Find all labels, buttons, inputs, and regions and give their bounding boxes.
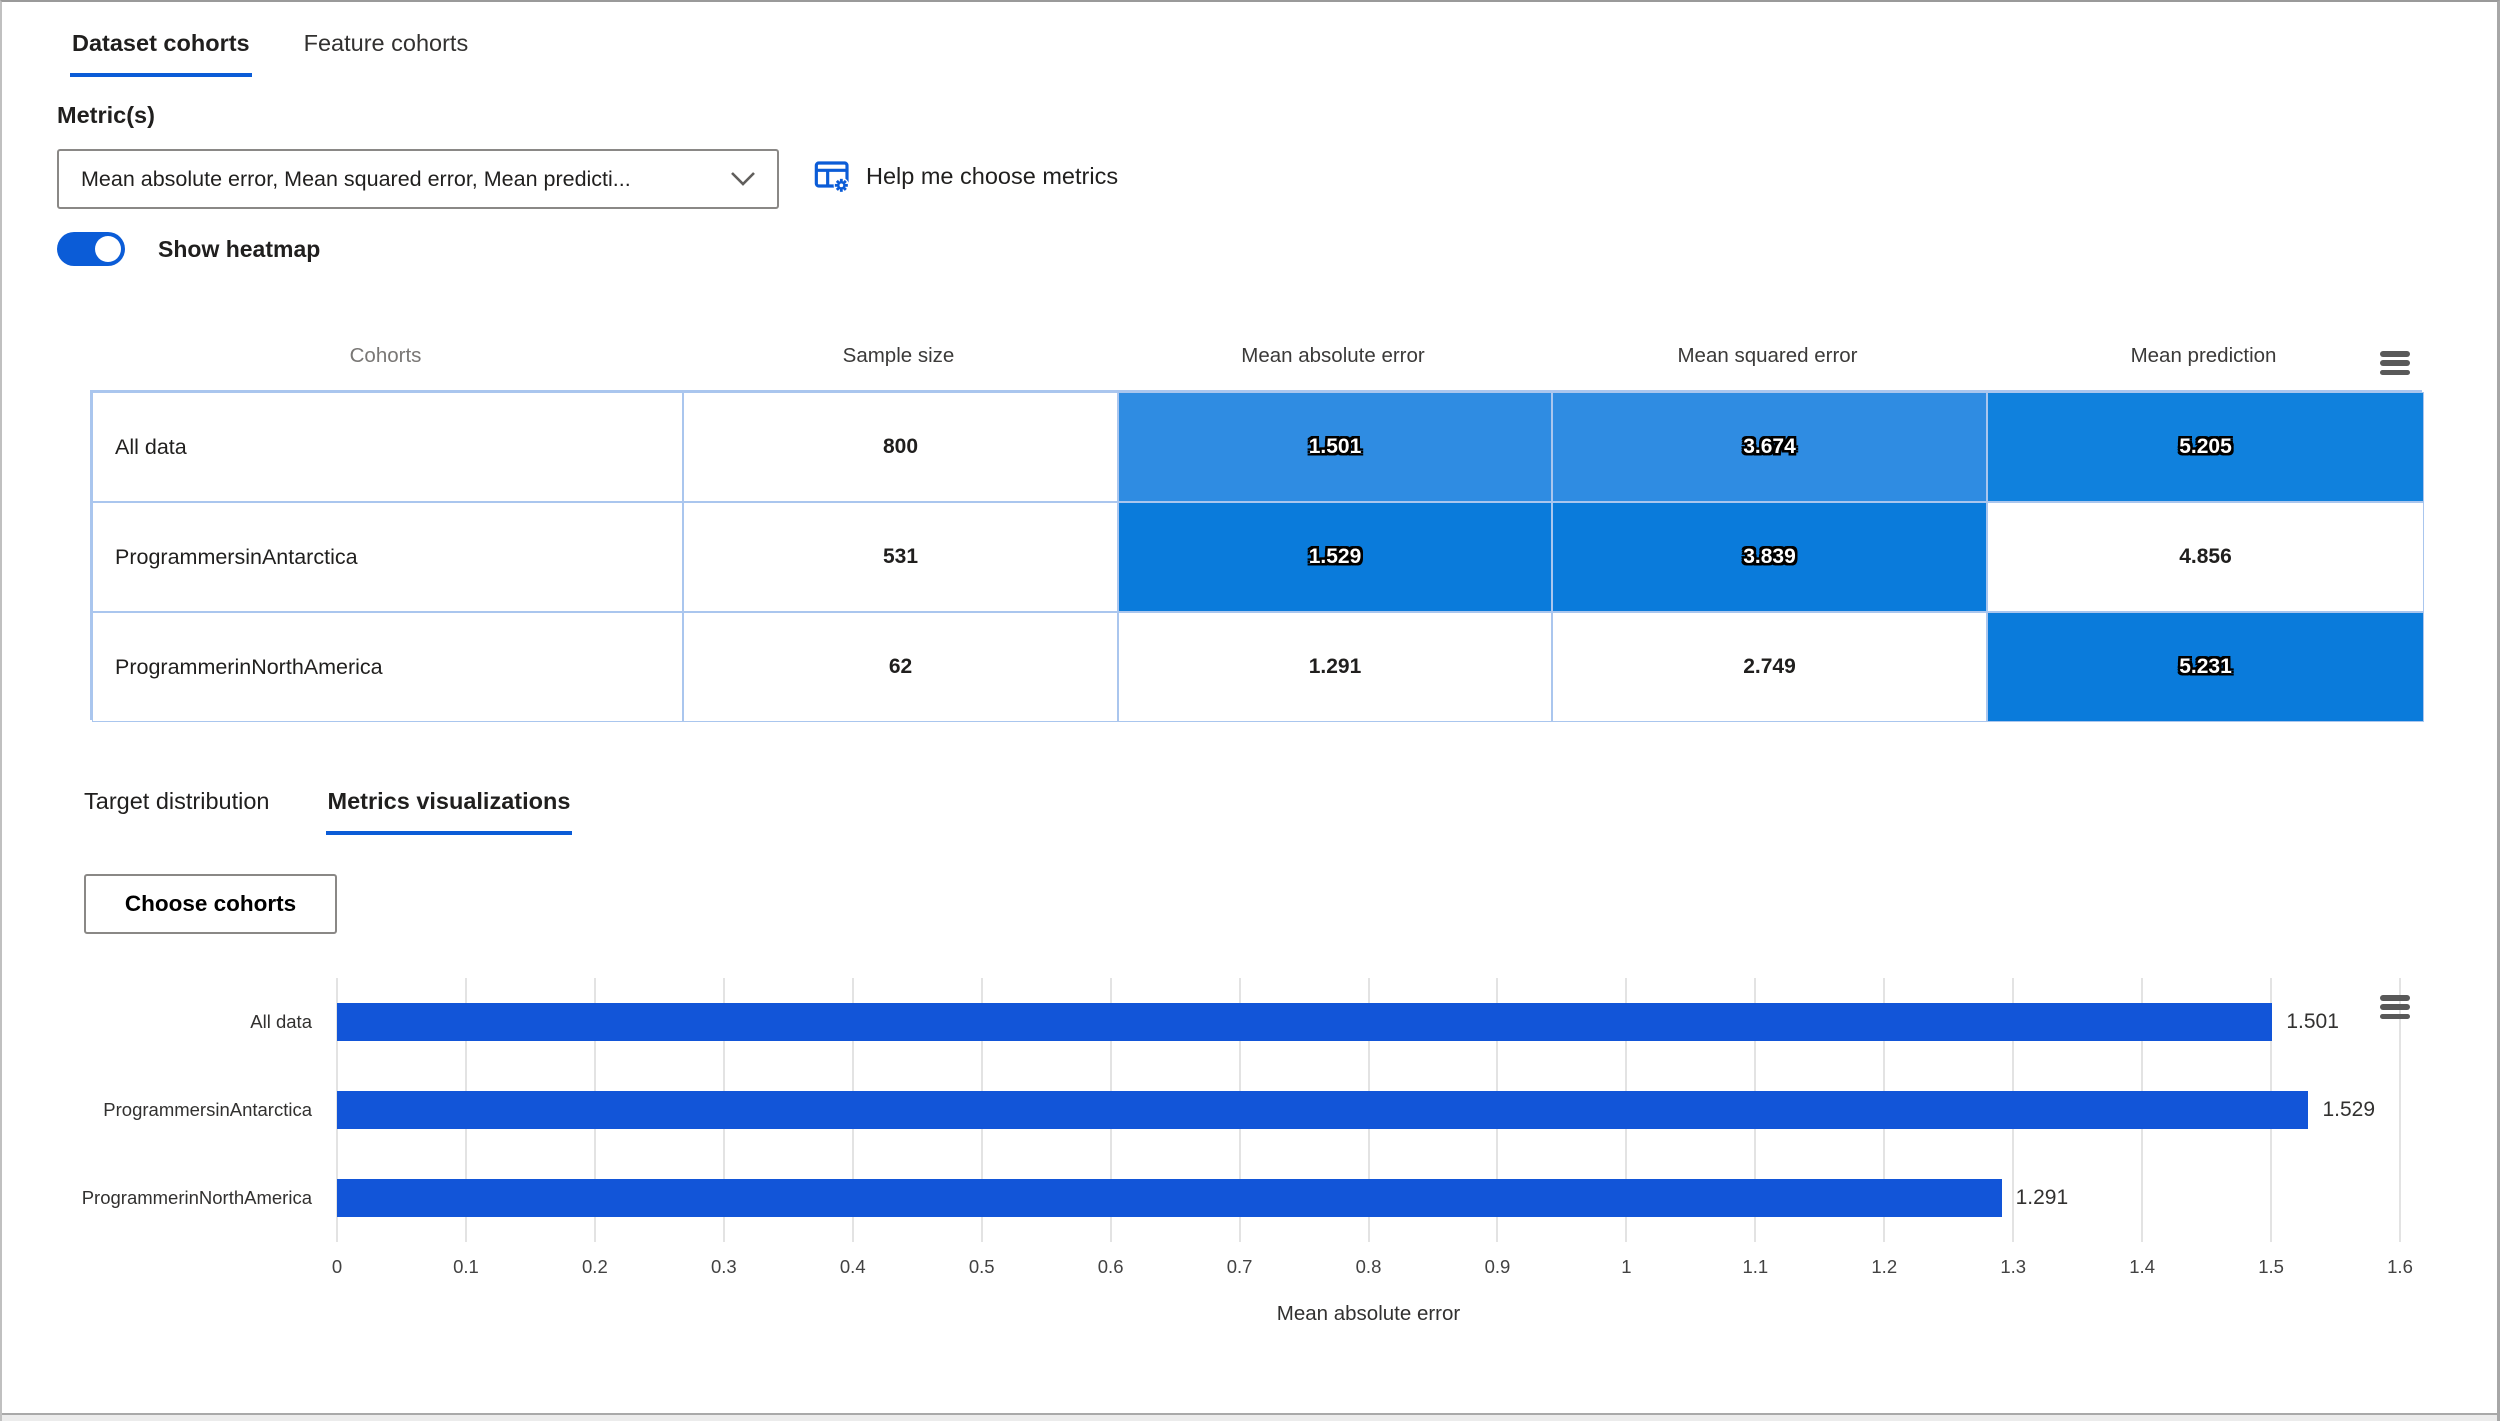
help-choose-metrics-label: Help me choose metrics — [866, 162, 1119, 189]
tab-dataset-cohorts[interactable]: Dataset cohorts — [70, 16, 252, 77]
x-tick-label: 1.1 — [1742, 1256, 1769, 1277]
heat-cell[interactable]: 5.231 — [1987, 612, 2424, 722]
help-choose-metrics-link[interactable]: Help me choose metrics — [812, 156, 1118, 196]
cohort-tabbar: Dataset cohorts Feature cohorts — [70, 16, 470, 77]
cohort-name-cell: All data — [92, 392, 683, 502]
column-header-mean-prediction: Mean prediction — [2130, 344, 2277, 367]
x-tick-label: 0.9 — [1484, 1256, 1511, 1277]
x-tick-label: 0 — [331, 1256, 343, 1277]
bar-value-label: 1.501 — [2286, 1010, 2339, 1033]
x-tick-label: 1 — [1621, 1256, 1632, 1277]
column-header-sample-size: Sample size — [842, 344, 955, 367]
column-header-cohorts: Cohorts — [349, 344, 422, 367]
x-tick-label: 1.5 — [2258, 1256, 2284, 1277]
heatmap-toggle-row: Show heatmap — [57, 232, 320, 266]
cohort-name-cell: ProgrammersinAntarctica — [92, 502, 683, 612]
metrics-dropdown-value: Mean absolute error, Mean squared error,… — [81, 166, 631, 191]
x-tick-label: 1.4 — [2129, 1256, 2155, 1277]
table-settings-icon — [814, 161, 849, 193]
category-label: All data — [250, 1011, 312, 1032]
tab-feature-cohorts[interactable]: Feature cohorts — [303, 30, 469, 56]
bar-All data[interactable] — [337, 1003, 2273, 1041]
chart-menu-icon[interactable] — [2380, 995, 2410, 1019]
heat-cell[interactable]: 3.674 — [1552, 392, 1987, 502]
sample-size-cell: 62 — [683, 612, 1118, 722]
heat-table: All data 800 1.501 3.674 5.205 Programme… — [90, 390, 2424, 722]
x-tick-label: 1.6 — [2387, 1256, 2413, 1277]
heat-cell[interactable]: 4.856 — [1987, 502, 2424, 612]
heat-cell[interactable]: 1.291 — [1118, 612, 1552, 722]
x-tick-label: 0.2 — [582, 1256, 608, 1277]
sample-size-cell: 800 — [683, 392, 1118, 502]
column-header-mse: Mean squared error — [1677, 344, 1858, 367]
heat-table-header: Cohorts Sample size Mean absolute error … — [90, 332, 2422, 380]
heat-cell[interactable]: 3.839 — [1552, 502, 1987, 612]
category-label: ProgrammerinNorthAmerica — [81, 1187, 312, 1208]
show-heatmap-toggle[interactable] — [57, 232, 125, 266]
visualization-tabbar: Target distribution Metrics visualizatio… — [82, 780, 573, 835]
show-heatmap-label: Show heatmap — [158, 235, 321, 262]
bottom-window-edge — [2, 1413, 2497, 1421]
x-axis-label: Mean absolute error — [1276, 1302, 1461, 1325]
x-tick-label: 0.4 — [839, 1256, 866, 1277]
bar-ProgrammersinAntarctica[interactable] — [337, 1091, 2309, 1129]
heat-cell[interactable]: 5.205 — [1987, 392, 2424, 502]
bar-ProgrammerinNorthAmerica[interactable] — [337, 1179, 2002, 1217]
bar-chart: 1.501 1.529 1.291 Mean absolute error 0 0.1… — [82, 962, 2417, 1352]
x-tick-label: 0.3 — [710, 1256, 737, 1277]
x-tick-label: 0.1 — [453, 1256, 479, 1277]
bar-chart-plot: 1.501 1.529 1.291 — [336, 978, 2401, 1242]
x-tick-label: 0.8 — [1355, 1256, 1382, 1277]
heat-cell[interactable]: 1.529 — [1118, 502, 1552, 612]
tab-metrics-visualizations[interactable]: Metrics visualizations — [325, 780, 573, 835]
choose-cohorts-button[interactable]: Choose cohorts — [84, 874, 337, 934]
x-tick-label: 0.6 — [1097, 1256, 1124, 1277]
chevron-down-icon — [731, 172, 755, 186]
table-menu-icon[interactable] — [2380, 351, 2410, 375]
gridline — [2399, 978, 2401, 1242]
x-tick-label: 0.7 — [1226, 1256, 1253, 1277]
heat-cell[interactable]: 2.749 — [1552, 612, 1987, 722]
heat-cell[interactable]: 1.501 — [1118, 392, 1552, 502]
x-tick-label: 1.2 — [1871, 1256, 1898, 1277]
metrics-label: Metric(s) — [57, 102, 155, 128]
bar-value-label: 1.529 — [2322, 1098, 2376, 1121]
x-tick-label: 0.5 — [968, 1256, 995, 1277]
tab-target-distribution[interactable]: Target distribution — [84, 788, 270, 814]
bar-value-label: 1.291 — [2015, 1186, 2069, 1209]
x-tick-label: 1.3 — [2000, 1256, 2027, 1277]
toggle-knob — [95, 236, 121, 262]
sample-size-cell: 531 — [683, 502, 1118, 612]
cohort-name-cell: ProgrammerinNorthAmerica — [92, 612, 683, 722]
category-label: ProgrammersinAntarctica — [103, 1099, 312, 1120]
metrics-dropdown[interactable]: Mean absolute error, Mean squared error,… — [57, 149, 779, 209]
column-header-mae: Mean absolute error — [1241, 344, 1425, 367]
